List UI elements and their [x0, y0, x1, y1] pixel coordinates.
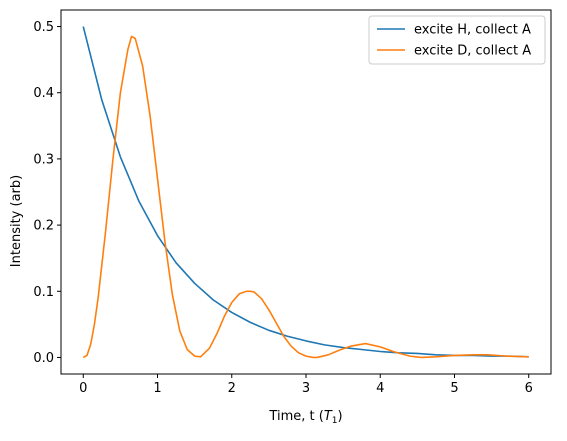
series-line-1: [82, 26, 529, 358]
legend-box: [368, 15, 546, 65]
x-tick-label: 6: [525, 381, 533, 396]
y-tick-label: 0.5: [33, 20, 54, 35]
x-tick-label: 5: [450, 381, 458, 396]
x-axis-label-subscript: 1: [332, 416, 338, 426]
x-tick-label: 0: [79, 381, 87, 396]
y-tick-label: 0.4: [33, 86, 54, 101]
x-tick-label: 2: [228, 381, 236, 396]
y-tick-label: 0.2: [33, 219, 54, 234]
legend: excite H, collect A excite D, collect A: [368, 15, 546, 65]
x-axis-label-math: T: [324, 409, 333, 424]
plot-area: [82, 26, 529, 359]
x-tick-label: 1: [153, 381, 161, 396]
x-tick-label: 4: [376, 381, 384, 396]
y-tick-label: 0.3: [33, 152, 54, 167]
x-axis-label-text: Time, t (: [268, 409, 323, 424]
axes: 0 1 2 3 4 5 6 0.0 0.1 0.2 0.3 0.4 0.5: [33, 9, 552, 396]
x-axis-label-close: ): [338, 409, 343, 424]
legend-label-1: excite H, collect A: [414, 23, 531, 38]
x-tick-label: 3: [302, 381, 310, 396]
y-tick-label: 0.1: [33, 285, 54, 300]
series-line-2: [82, 35, 529, 359]
y-tick-label: 0.0: [33, 351, 54, 366]
legend-label-2: excite D, collect A: [414, 44, 531, 59]
y-axis-label: Intensity (arb): [9, 175, 24, 267]
x-axis-label: Time, t (T1): [268, 409, 342, 426]
